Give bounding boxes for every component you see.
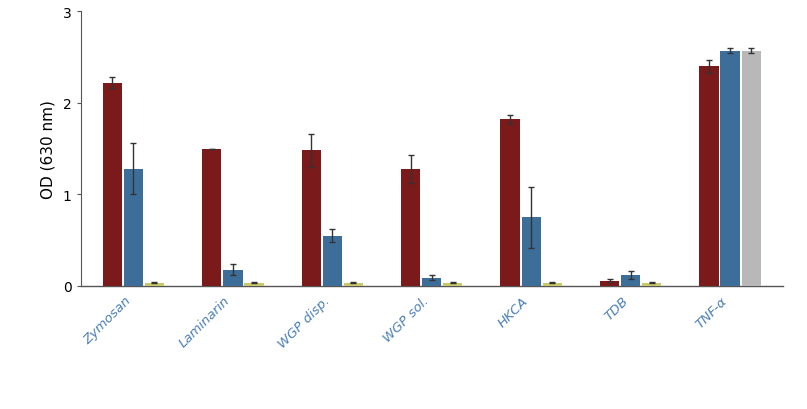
Bar [144, 283, 164, 286]
Bar [443, 283, 462, 286]
Bar [542, 283, 562, 286]
Bar [401, 169, 420, 286]
Y-axis label: OD (630 nm): OD (630 nm) [41, 100, 56, 199]
Bar [245, 283, 264, 286]
Bar [223, 270, 243, 286]
Bar [600, 281, 619, 286]
Bar [102, 83, 122, 286]
Bar [621, 275, 641, 286]
Bar [742, 52, 761, 286]
Bar [500, 120, 520, 286]
Bar [202, 149, 221, 286]
Bar [323, 236, 342, 286]
Bar [123, 169, 143, 286]
Bar [642, 283, 662, 286]
Bar [521, 218, 541, 286]
Bar [422, 278, 441, 286]
Bar [700, 67, 719, 286]
Bar [344, 283, 363, 286]
Bar [302, 151, 321, 286]
Bar [721, 52, 740, 286]
